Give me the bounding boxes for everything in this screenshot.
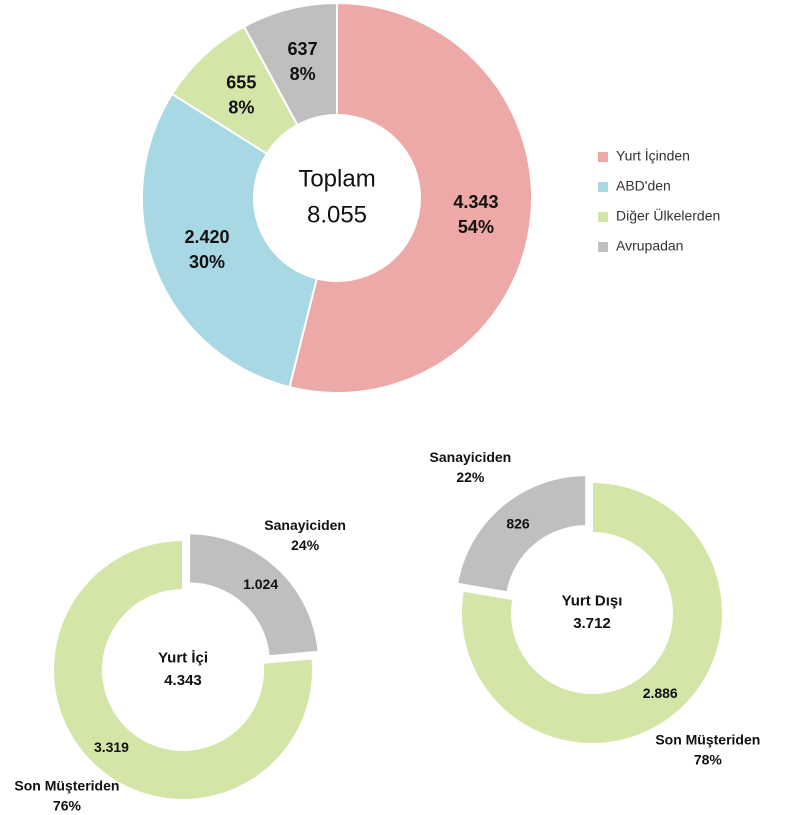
value-label: 826: [506, 516, 530, 532]
legend-swatch: [598, 212, 608, 222]
percent-label: 8%: [290, 64, 316, 84]
donut-segment: [52, 538, 314, 801]
category-label: Son Müşteriden: [655, 731, 760, 747]
percent-label: 30%: [189, 252, 225, 272]
donut-segment: [455, 474, 588, 594]
legend-label: Diğer Ülkelerden: [616, 207, 720, 224]
value-label: 2.886: [643, 685, 678, 701]
donut-segment: [460, 480, 724, 745]
center-label: Toplam: [298, 165, 375, 192]
value-label: 2.420: [185, 227, 230, 247]
donut-segment: [188, 532, 320, 658]
category-label: Sanayiciden: [430, 449, 512, 465]
value-label: 637: [288, 39, 318, 59]
legend-swatch: [598, 182, 608, 192]
percent-label: 22%: [456, 469, 485, 485]
value-label: 655: [226, 73, 256, 93]
legend-swatch: [598, 152, 608, 162]
donut-segment: [141, 92, 318, 389]
legend-label: ABD'den: [616, 178, 671, 194]
donut-segment: [288, 1, 533, 394]
percent-label: 8%: [228, 98, 254, 118]
center-value: 4.343: [164, 672, 202, 689]
percent-label: 76%: [53, 798, 82, 814]
percent-label: 54%: [458, 217, 494, 237]
percent-label: 24%: [291, 537, 320, 553]
legend-label: Yurt İçinden: [616, 147, 690, 164]
center-label: Yurt Dışı: [562, 593, 623, 610]
value-label: 1.024: [243, 576, 278, 592]
percent-label: 78%: [694, 751, 723, 767]
category-label: Sanayiciden: [264, 517, 346, 533]
donut-segment: [242, 1, 338, 127]
legend-swatch: [598, 242, 608, 252]
center-value: 3.712: [573, 615, 611, 632]
category-label: Son Müşteriden: [14, 778, 119, 794]
value-label: 4.343: [453, 192, 498, 212]
value-label: 3.319: [94, 739, 129, 755]
legend-label: Avrupadan: [616, 238, 683, 254]
center-label: Yurt İçi: [158, 650, 208, 667]
center-value: 8.055: [307, 201, 367, 228]
